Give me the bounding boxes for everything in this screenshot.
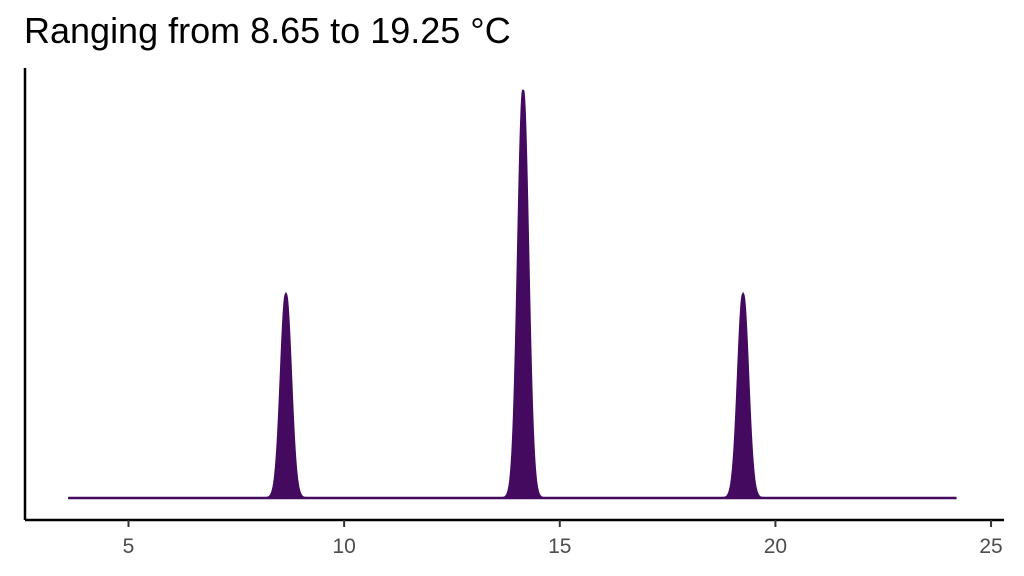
x-tick-label: 20 [764, 535, 787, 558]
x-tick-label: 25 [979, 535, 1002, 558]
x-axis-ticks: 5 10 15 20 25 [123, 520, 1003, 558]
density-peak-3 [722, 291, 764, 499]
density-peak-2 [502, 89, 544, 499]
plot-marks [68, 89, 957, 500]
chart-title: Ranging from 8.65 to 19.25 °C [24, 10, 511, 51]
x-tick-label: 10 [332, 535, 355, 558]
x-tick-label: 15 [548, 535, 571, 558]
density-peak-1 [265, 291, 307, 499]
x-tick-label: 5 [123, 535, 135, 558]
